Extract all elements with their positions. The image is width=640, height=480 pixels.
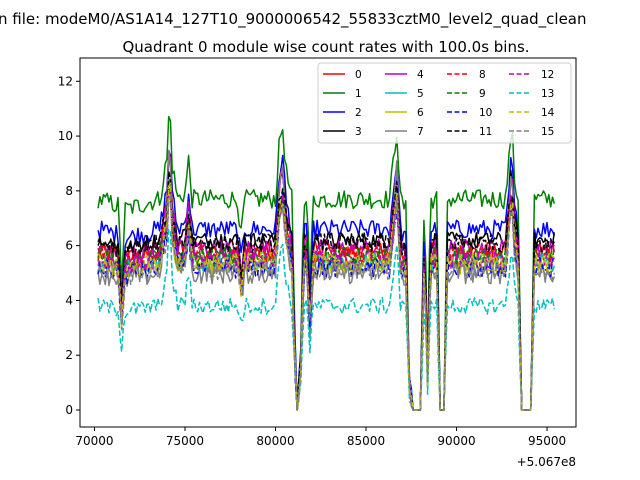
x-tick-label: 95000 [528, 434, 566, 448]
x-axis-ticks: 70000 75000 80000 85000 90000 95000 [75, 427, 566, 448]
legend-label-3: 3 [355, 126, 362, 138]
legend-label-0: 0 [355, 69, 362, 81]
x-offset-label: +5.067e8 [517, 455, 576, 469]
x-tick-label: 85000 [347, 434, 385, 448]
legend-label-9: 9 [479, 88, 486, 100]
legend-label-13: 13 [541, 88, 554, 100]
legend-label-12: 12 [541, 69, 554, 81]
series-line-9 [97, 178, 556, 411]
series-lines [97, 115, 556, 411]
y-tick-label: 4 [65, 293, 73, 307]
y-tick-label: 12 [58, 74, 73, 88]
legend-label-4: 4 [417, 69, 424, 81]
series-line-15 [97, 192, 556, 411]
y-tick-label: 0 [65, 403, 73, 417]
legend-label-15: 15 [541, 126, 554, 138]
x-tick-label: 75000 [166, 434, 204, 448]
legend-label-1: 1 [355, 88, 362, 100]
legend-label-6: 6 [417, 107, 424, 119]
legend-label-14: 14 [541, 107, 555, 119]
legend-frame [317, 62, 572, 144]
series-line-10 [97, 192, 555, 411]
legend-label-8: 8 [479, 69, 486, 81]
x-tick-label: 70000 [75, 434, 113, 448]
series-line-1 [97, 115, 556, 411]
series-line-13 [97, 228, 556, 411]
figure-suptitle: n file: modeM0/AS1A14_127T10_9000006542_… [0, 10, 587, 29]
x-tick-label: 80000 [256, 434, 294, 448]
series-line-2 [97, 149, 555, 411]
y-tick-label: 6 [65, 239, 73, 253]
y-tick-label: 10 [58, 129, 73, 143]
legend-label-2: 2 [355, 107, 362, 119]
y-axis-ticks: 0 2 4 6 8 10 12 [58, 74, 80, 417]
legend-label-10: 10 [479, 107, 492, 119]
y-tick-label: 2 [65, 348, 73, 362]
x-tick-label: 90000 [437, 434, 475, 448]
series-line-11 [97, 170, 555, 411]
legend-label-11: 11 [479, 126, 492, 138]
chart-title: Quadrant 0 module wise count rates with … [122, 38, 529, 56]
y-tick-label: 8 [65, 184, 73, 198]
plot-frame [79, 57, 577, 428]
legend-label-5: 5 [417, 88, 424, 100]
legend-label-7: 7 [417, 126, 424, 138]
